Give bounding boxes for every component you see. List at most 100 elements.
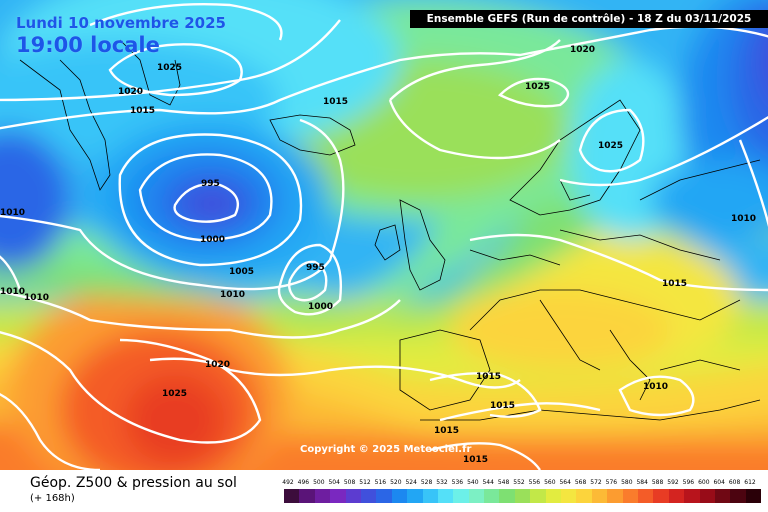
- model-header: Ensemble GEFS (Run de contrôle) - 18 Z d…: [410, 10, 768, 28]
- legend-tick-label: 536: [451, 479, 464, 486]
- legend-swatch: [407, 489, 423, 503]
- color-scale: [284, 489, 762, 503]
- legend-tick-label: 524: [405, 479, 417, 486]
- isobar-label: 1015: [662, 279, 687, 289]
- legend-swatch: [345, 489, 361, 503]
- legend-swatch: [607, 489, 623, 503]
- legend-swatch: [576, 489, 592, 503]
- copyright: Copyright © 2025 Meteociel.fr: [300, 444, 472, 455]
- legend-tick-label: 496: [297, 479, 310, 486]
- isobar-labels: 1025 1020 1015 1015 1020 1025 1025 995 1…: [0, 45, 756, 465]
- legend-swatch: [561, 489, 577, 503]
- isobar-label: 1010: [24, 293, 49, 303]
- legend-swatch: [422, 489, 438, 503]
- isobar-label: 995: [201, 179, 220, 189]
- legend-swatch: [437, 489, 454, 503]
- legend-swatch: [360, 489, 377, 503]
- isobar-label: 1010: [220, 290, 245, 300]
- legend-tick-label: 592: [667, 479, 679, 486]
- forecast-date: Lundi 10 novembre 2025: [16, 14, 226, 32]
- legend-swatch: [376, 489, 392, 503]
- legend-tick-label: 576: [605, 479, 618, 486]
- legend-swatch: [668, 489, 685, 503]
- legend-swatch: [714, 489, 731, 503]
- isobar-label: 1020: [118, 87, 143, 97]
- legend-tick-label: 584: [636, 479, 648, 486]
- isobar-label: 1010: [0, 287, 25, 297]
- legend-tick-label: 548: [497, 479, 510, 486]
- legend-tick-label: 544: [482, 479, 494, 486]
- legend-tick-label: 580: [621, 479, 633, 486]
- isobar-label: 1025: [157, 63, 182, 73]
- legend-swatch: [637, 489, 654, 503]
- legend-swatch: [484, 489, 500, 503]
- legend-tick-label: 608: [728, 479, 741, 486]
- legend-tick-label: 572: [590, 479, 602, 486]
- legend-tick-label: 516: [374, 479, 387, 486]
- legend-tick-label: 564: [559, 479, 571, 486]
- legend: Géop. Z500 & pression au sol (+ 168h) 49…: [0, 470, 768, 512]
- legend-tick-label: 560: [544, 479, 556, 486]
- legend-tick-label: 612: [744, 479, 756, 486]
- legend-tick-label: 588: [651, 479, 664, 486]
- geopotential-field: [0, 0, 768, 470]
- legend-swatch: [453, 489, 469, 503]
- legend-swatch: [330, 489, 346, 503]
- isobar-label: 1015: [490, 401, 515, 411]
- isobar-label: 1025: [162, 389, 187, 399]
- isobar-label: 1025: [525, 82, 550, 92]
- legend-swatch: [730, 489, 746, 503]
- legend-tick-label: 556: [528, 479, 541, 486]
- legend-tick-label: 540: [467, 479, 479, 486]
- map-canvas: 1025 1020 1015 1015 1020 1025 1025 995 1…: [0, 0, 768, 470]
- legend-swatch: [391, 489, 408, 503]
- legend-swatch: [468, 489, 485, 503]
- legend-tick-label: 500: [313, 479, 325, 486]
- legend-swatch: [314, 489, 331, 503]
- legend-tick-label: 520: [390, 479, 402, 486]
- legend-title: Géop. Z500 & pression au sol: [30, 475, 237, 491]
- legend-swatch: [499, 489, 515, 503]
- isobar-label: 1015: [434, 426, 459, 436]
- legend-ticks: 492 496 500 504 508 512 516 520 524 528 532 536 540 5…: [281, 479, 755, 487]
- isobars: [0, 2, 768, 470]
- legend-swatch: [591, 489, 608, 503]
- legend-swatch: [545, 489, 562, 503]
- legend-tick-label: 528: [420, 479, 433, 486]
- isobar-label: 1010: [731, 214, 756, 224]
- legend-tick-label: 600: [698, 479, 710, 486]
- legend-swatch: [514, 489, 531, 503]
- legend-swatch: [299, 489, 315, 503]
- legend-swatch: [684, 489, 700, 503]
- isobar-label: 1015: [323, 97, 348, 107]
- isobar-label: 1025: [598, 141, 623, 151]
- legend-tick-label: 492: [282, 479, 294, 486]
- legend-tick-label: 568: [574, 479, 587, 486]
- isobar-label: 1015: [476, 372, 501, 382]
- isobar-label: 1005: [229, 267, 254, 277]
- legend-tick-label: 508: [343, 479, 356, 486]
- isobar-label: 1010: [643, 382, 668, 392]
- isobar-label: 1010: [0, 208, 25, 218]
- coastlines: [19, 39, 761, 421]
- isobar-label: 1015: [130, 106, 155, 116]
- legend-tick-label: 604: [713, 479, 725, 486]
- legend-tick-label: 512: [359, 479, 371, 486]
- legend-swatch: [653, 489, 669, 503]
- legend-swatch: [284, 489, 300, 503]
- weather-map: 1025 1020 1015 1015 1020 1025 1025 995 1…: [0, 0, 768, 470]
- isobar-label: 1020: [205, 360, 230, 370]
- isobar-label: 995: [306, 263, 325, 273]
- legend-tick-label: 504: [328, 479, 340, 486]
- isobar-label: 1015: [463, 455, 488, 465]
- isobar-label: 1000: [200, 235, 225, 245]
- legend-swatch: [530, 489, 546, 503]
- legend-tick-label: 532: [436, 479, 448, 486]
- legend-swatch: [699, 489, 715, 503]
- legend-swatch: [745, 489, 762, 503]
- legend-tick-label: 596: [682, 479, 695, 486]
- local-time: 19:00 locale: [16, 33, 160, 57]
- legend-swatch: [622, 489, 638, 503]
- legend-subtitle: (+ 168h): [30, 493, 75, 504]
- isobar-label: 1000: [308, 302, 333, 312]
